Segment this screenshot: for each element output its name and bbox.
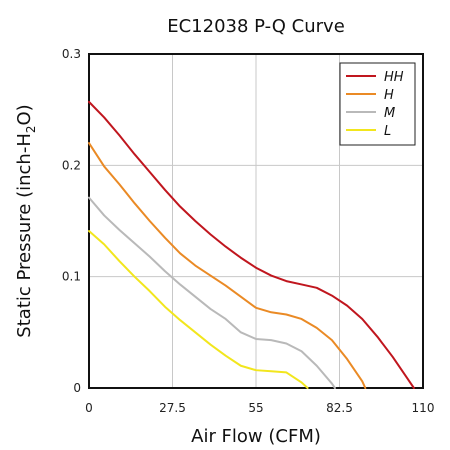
y-axis-label: Static Pressure (inch-H2O) (14, 104, 38, 337)
series-lines (88, 100, 415, 389)
x-axis-label: Air Flow (CFM) (191, 426, 321, 447)
x-tick-label: 0 (85, 401, 93, 415)
series-line-l (88, 230, 309, 389)
legend-label-h: H (384, 88, 394, 103)
legend-label-m: M (384, 106, 395, 121)
x-tick-label: 82.5 (326, 401, 353, 415)
series-line-m (88, 196, 336, 389)
series-line-h (88, 142, 367, 389)
legend-label-l: L (384, 124, 391, 139)
x-tick-label: 27.5 (159, 401, 186, 415)
x-tick-label: 110 (412, 401, 435, 415)
y-tick-label: 0 (73, 381, 81, 395)
series-line-hh (88, 100, 415, 389)
plot-frame (88, 53, 424, 389)
y-tick-label: 0.3 (62, 47, 81, 61)
chart-title: EC12038 P-Q Curve (167, 16, 345, 37)
y-tick-labels: 0 0.1 0.2 0.3 (62, 47, 81, 395)
y-tick-label: 0.2 (62, 158, 81, 172)
legend-box (339, 62, 416, 146)
y-axis-label-suffix: O) (14, 104, 35, 125)
y-axis-label-prefix: Static Pressure (inch-H (14, 133, 35, 338)
y-tick-label: 0.1 (62, 270, 81, 284)
legend-label-hh: HH (384, 70, 404, 85)
x-tick-label: 55 (248, 401, 263, 415)
y-axis-label-subscript: 2 (24, 126, 38, 134)
x-tick-labels: 0 27.5 55 82.5 110 (85, 401, 434, 415)
